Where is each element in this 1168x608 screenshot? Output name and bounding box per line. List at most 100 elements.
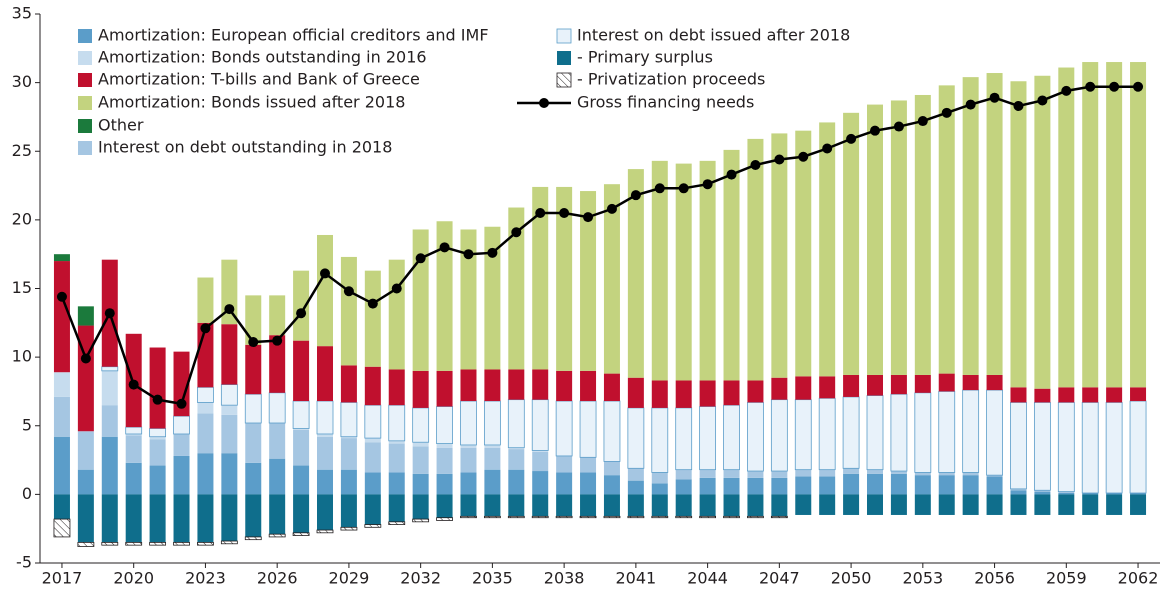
bar-segment <box>1106 494 1123 515</box>
legend-swatch <box>78 141 92 155</box>
bar-segment <box>580 370 597 402</box>
line-marker <box>320 268 330 279</box>
bar-segment <box>244 393 262 424</box>
bar-segment <box>317 494 333 531</box>
bar-segment <box>245 344 262 395</box>
bar-segment <box>149 494 166 543</box>
bar-segment <box>1058 387 1075 403</box>
line-marker <box>1013 100 1024 111</box>
bar-segment <box>460 515 477 519</box>
bar-segment <box>53 254 70 262</box>
bar-segment <box>1129 400 1147 494</box>
bar-segment <box>460 472 477 495</box>
bar-segment <box>747 494 764 517</box>
bar-segment <box>340 469 357 495</box>
bar-segment <box>173 351 190 417</box>
bar-segment <box>819 122 836 377</box>
bar-segment <box>770 399 788 472</box>
bar-segment <box>986 494 1003 515</box>
legend-swatch <box>556 28 572 44</box>
bar-segment <box>986 476 1003 495</box>
bar-segment <box>890 473 907 495</box>
bar-segment <box>938 373 955 392</box>
bar-segment <box>1082 493 1099 495</box>
bar-segment <box>388 440 405 444</box>
bar-segment <box>627 480 644 495</box>
bar-segment <box>795 476 812 495</box>
bar-segment <box>890 393 908 472</box>
bar-segment <box>388 259 405 370</box>
legend-label: Gross financing needs <box>577 93 754 112</box>
bar-segment <box>484 444 501 448</box>
bar-segment <box>101 366 119 372</box>
y-tick-label: 30 <box>12 72 32 91</box>
bar-segment <box>1082 62 1099 388</box>
bar-segment <box>1106 62 1123 388</box>
bar-segment <box>532 369 549 400</box>
bar-segment <box>556 455 573 473</box>
line-marker <box>941 107 952 118</box>
bar-segment <box>675 479 692 495</box>
bar-segment <box>364 366 381 406</box>
bar-segment <box>268 392 286 424</box>
bar-segment <box>962 389 980 473</box>
bar-segment <box>125 494 142 543</box>
bar-segment <box>53 518 71 538</box>
bar-segment <box>149 436 166 440</box>
bar-segment <box>484 226 501 370</box>
bar-segment <box>269 335 286 393</box>
bar-segment <box>412 442 429 447</box>
bar-segment <box>603 515 621 519</box>
bar-segment <box>173 494 190 543</box>
bar-segment <box>293 428 310 430</box>
bar-segment <box>221 414 238 454</box>
bar-segment <box>819 494 836 515</box>
bar-segment <box>221 324 238 385</box>
line-marker <box>702 179 713 190</box>
bar-segment <box>866 395 884 471</box>
line-marker <box>296 308 307 319</box>
bar-segment <box>292 400 310 429</box>
bar-segment <box>364 494 381 525</box>
bar-segment <box>627 515 645 519</box>
bar-segment <box>507 515 525 519</box>
bar-segment <box>723 380 740 406</box>
line-marker <box>343 286 354 297</box>
bar-segment <box>460 400 477 446</box>
x-tick-label: 2023 <box>185 569 226 588</box>
y-tick-label: 25 <box>12 141 32 160</box>
bar-segment <box>986 389 1003 476</box>
bar-segment <box>1010 81 1027 388</box>
legend-label: Amortization: T-bills and Bank of Greece <box>98 70 420 89</box>
bar-segment <box>1058 67 1075 388</box>
bar-segment <box>962 374 979 391</box>
y-tick-label: 10 <box>12 347 32 366</box>
bar-segment <box>1033 402 1051 491</box>
legend-label: - Privatization proceeds <box>577 70 765 89</box>
bar-segment <box>269 494 286 535</box>
bar-segment <box>197 453 214 495</box>
x-tick-label: 2059 <box>1046 569 1087 588</box>
bar-segment <box>483 400 501 446</box>
line-marker <box>989 92 1000 103</box>
bar-segment <box>220 384 238 406</box>
bar-segment <box>890 494 907 515</box>
bar-segment <box>819 476 836 495</box>
bar-segment <box>101 494 118 543</box>
bar-segment <box>293 494 310 533</box>
bar-segment <box>914 392 932 473</box>
line-marker <box>128 379 139 390</box>
bar-segment <box>1130 62 1147 388</box>
bar-segment <box>747 380 764 403</box>
y-tick-label: 0 <box>22 484 32 503</box>
bar-segment <box>293 429 310 466</box>
line-marker <box>415 253 426 264</box>
bar-segment <box>819 469 836 477</box>
line-marker <box>1085 81 1096 92</box>
line-marker <box>511 227 522 238</box>
bar-segment <box>603 184 620 374</box>
bar-segment <box>986 374 1003 391</box>
bar-segment <box>1105 402 1123 494</box>
line-marker <box>606 203 617 214</box>
